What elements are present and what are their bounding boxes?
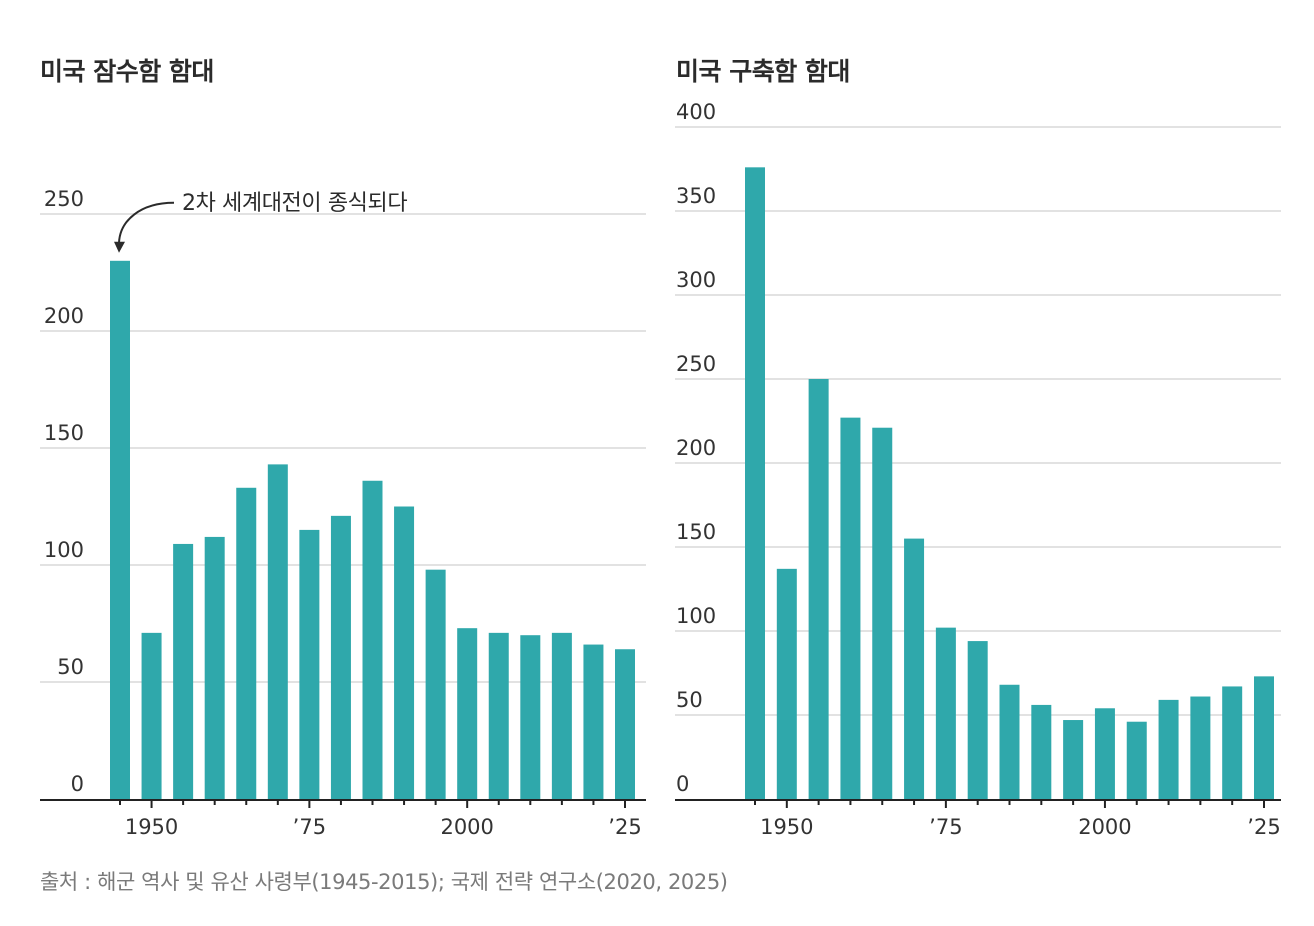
bar-1965	[872, 427, 893, 799]
bar-2010	[1158, 699, 1179, 799]
x-tick-label: ’75	[293, 815, 326, 839]
annotation-label: 2차 세계대전이 종식되다	[182, 191, 407, 216]
y-tick-label: 50	[57, 655, 84, 679]
bar-1950	[776, 568, 797, 799]
bar-1985	[999, 684, 1020, 799]
source-note: 출처 : 해군 역사 및 유산 사령부(1945-2015); 국제 전략 연구…	[40, 870, 728, 894]
bar-1980	[330, 515, 351, 799]
bar-1975	[935, 627, 956, 799]
bar-1945	[745, 167, 765, 799]
x-tick-label: 1950	[125, 815, 178, 839]
y-tick-label: 0	[71, 772, 84, 796]
bar-1960	[840, 417, 861, 799]
y-tick-label: 350	[676, 184, 716, 208]
x-tick-label: ’75	[929, 815, 962, 839]
bar-1970	[267, 464, 288, 799]
bar-1955	[173, 543, 194, 799]
y-tick-label: 150	[676, 520, 716, 544]
destroyer-chart-title: 미국 구축함 함대	[676, 57, 850, 86]
submarine-fleet-chart: 0 50 100 150 200 250 1950 ’75 2000 ’25 2차 세계대전이 종식…	[40, 187, 646, 839]
bar-2000	[457, 628, 478, 799]
y-tick-label: 100	[44, 538, 84, 562]
bar-1945	[110, 260, 130, 799]
y-tick-label: 150	[44, 421, 84, 445]
y-tick-label: 300	[676, 268, 716, 292]
bar-1970	[904, 538, 925, 799]
bar-1990	[394, 506, 415, 799]
bar-2020	[1222, 686, 1243, 799]
bar-1955	[808, 379, 829, 799]
bar-2025	[1254, 676, 1274, 799]
y-tick-label: 200	[44, 304, 84, 328]
submarine-chart-title: 미국 잠수함 함대	[40, 57, 214, 86]
y-tick-label: 100	[676, 604, 716, 628]
y-tick-label: 50	[676, 688, 703, 712]
bar-2020	[583, 644, 604, 799]
y-tick-label: 250	[44, 187, 84, 211]
bar-1995	[425, 569, 446, 799]
bar-1985	[362, 480, 383, 799]
x-tick-label: 2000	[1078, 815, 1131, 839]
x-tick-label: ’25	[1247, 815, 1280, 839]
annotation-arrowhead-icon	[114, 241, 125, 253]
y-tick-label: 0	[676, 772, 689, 796]
bar-2015	[551, 632, 572, 799]
x-tick-label: ’25	[608, 815, 641, 839]
bar-1960	[204, 536, 225, 799]
destroyer-fleet-chart: 0 50 100 150 200 250 300 350 400 1950 ’75 2000 ’25	[675, 100, 1281, 839]
bar-2005	[488, 632, 509, 799]
annotation-arrow-line	[118, 201, 175, 243]
x-tick-label: 2000	[440, 815, 493, 839]
x-tick-label: 1950	[760, 815, 813, 839]
bar-2005	[1126, 721, 1147, 799]
bar-1975	[299, 529, 320, 799]
y-tick-label: 200	[676, 436, 716, 460]
bar-1965	[236, 487, 257, 799]
bar-2025	[615, 649, 635, 799]
bar-2000	[1094, 708, 1115, 799]
bar-2010	[520, 635, 541, 799]
bar-1980	[967, 641, 988, 799]
bar-2015	[1190, 696, 1211, 799]
y-tick-label: 250	[676, 352, 716, 376]
bar-1990	[1031, 704, 1052, 799]
y-tick-label: 400	[676, 100, 716, 124]
bar-1995	[1063, 720, 1084, 799]
bar-1950	[141, 632, 162, 799]
